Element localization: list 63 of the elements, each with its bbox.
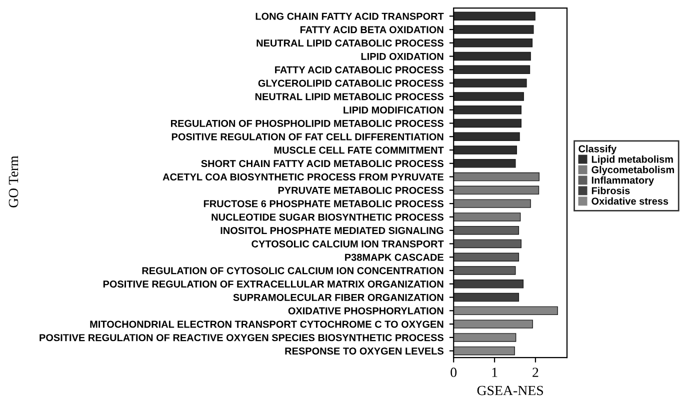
bar	[454, 118, 522, 128]
bar	[454, 12, 536, 20]
legend-label: Lipid metabolism	[592, 155, 673, 165]
y-tick-label: SHORT CHAIN FATTY ACID METABOLIC PROCESS	[201, 160, 444, 168]
y-tick-label: POSITIVE REGULATION OF FAT CELL DIFFERENTIATION	[172, 133, 444, 140]
y-tick-label: ACETYL COA BIOSYNTHETIC PROCESS FROM PYRUVATE	[162, 173, 444, 181]
bar	[454, 65, 530, 74]
y-tick-label: SUPRAMOLECULAR FIBER ORGANIZATION	[233, 294, 444, 302]
y-tick-label: NEUTRAL LIPID CATABOLIC PROCESS	[256, 40, 444, 47]
bar	[454, 132, 520, 141]
y-tick-label: OXIDATIVE PHOSPHORYLATION	[288, 307, 444, 314]
y-tick-label: FATTY ACID CATABOLIC PROCESS	[275, 66, 444, 74]
x-tick-label: 1	[492, 368, 498, 377]
y-tick-label: LIPID OXIDATION	[361, 52, 444, 60]
legend-label: Glycometabolism	[592, 166, 674, 176]
bar	[454, 92, 524, 101]
bar	[454, 226, 520, 235]
bar	[454, 346, 515, 356]
bar	[454, 333, 516, 342]
bar	[454, 292, 520, 302]
x-axis-title: GSEA-NES	[477, 386, 544, 396]
y-tick-label: GLYCEROLIPID CATABOLIC PROCESS	[258, 80, 444, 87]
y-tick-label: FRUCTOSE 6 PHOSPHATE METABOLIC PROCESS	[204, 200, 444, 208]
y-tick-label: MUSCLE CELL FATE COMMITMENT	[274, 146, 444, 154]
y-tick-label: REGULATION OF PHOSPHOLIPID METABOLIC PROCESS	[171, 120, 444, 127]
y-tick-label: CYTOSOLIC CALCIUM ION TRANSPORT	[252, 240, 444, 248]
y-tick-label: NUCLEOTIDE SUGAR BIOSYNTHETIC PROCESS	[212, 214, 444, 221]
legend-label: Oxidative stress	[592, 197, 668, 205]
legend-label: Fibrosis	[592, 186, 630, 194]
y-tick-label: POSITIVE REGULATION OF EXTRACELLULAR MATRIX ORGANIZATION	[103, 280, 444, 288]
y-tick-label: REGULATION OF CYTOSOLIC CALCIUM ION CONCENTRATION	[142, 267, 444, 274]
bar	[454, 146, 517, 154]
y-tick-label: RESPONSE TO OXYGEN LEVELS	[285, 347, 444, 355]
bar	[454, 172, 540, 182]
bar	[454, 212, 521, 222]
bar	[454, 280, 524, 288]
bar	[454, 38, 533, 48]
legend-label: Inflammatory	[592, 176, 654, 186]
bar	[454, 186, 540, 195]
y-tick-label: LONG CHAIN FATTY ACID TRANSPORT	[256, 12, 444, 20]
bar	[454, 266, 516, 275]
bar	[454, 199, 531, 208]
bar	[454, 52, 531, 61]
y-tick-label: POSITIVE REGULATION OF REACTIVE OXYGEN SPECIES BIOSYNTHETIC PROCESS	[40, 334, 444, 342]
bar	[454, 306, 558, 316]
bar	[454, 252, 520, 262]
y-tick-label: PYRUVATE METABOLIC PROCESS	[278, 186, 444, 194]
bar	[454, 78, 527, 88]
bar	[454, 105, 522, 114]
bar	[454, 320, 533, 328]
y-tick-label: P38MAPK CASCADE	[345, 254, 444, 261]
bar	[454, 25, 534, 34]
y-tick-label: LIPID MODIFICATION	[344, 106, 444, 114]
x-tick-label: 2	[532, 368, 538, 377]
bar	[454, 159, 516, 168]
y-tick-label: FATTY ACID BETA OXIDATION	[300, 26, 444, 34]
x-tick-label: 0	[450, 368, 457, 378]
y-axis-title: GO Term	[8, 156, 18, 208]
y-tick-label: MITOCHONDRIAL ELECTRON TRANSPORT CYTOCHROME C TO OXYGEN	[90, 320, 444, 328]
bar	[454, 239, 522, 248]
y-tick-label: INOSITOL PHOSPHATE MEDIATED SIGNALING	[220, 226, 444, 234]
legend-title: Classify	[578, 144, 617, 154]
y-tick-label: NEUTRAL LIPID METABOLIC PROCESS	[255, 93, 444, 100]
